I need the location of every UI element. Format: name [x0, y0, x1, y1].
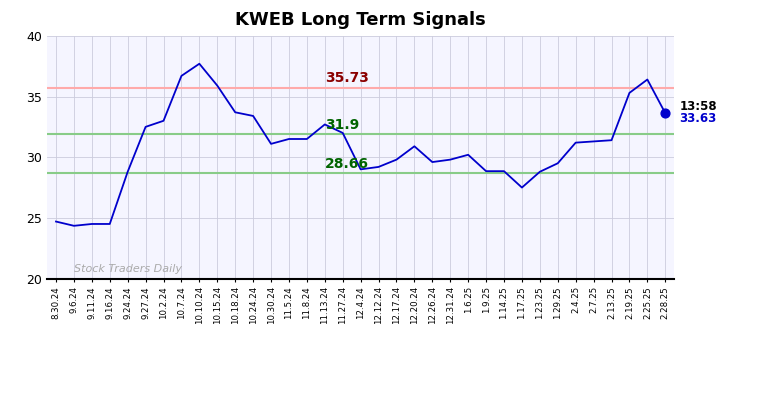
Title: KWEB Long Term Signals: KWEB Long Term Signals — [235, 11, 486, 29]
Text: 35.73: 35.73 — [325, 70, 368, 85]
Text: 13:58: 13:58 — [680, 100, 717, 113]
Text: 31.9: 31.9 — [325, 118, 359, 132]
Text: 28.66: 28.66 — [325, 157, 368, 171]
Text: 33.63: 33.63 — [680, 112, 717, 125]
Text: Stock Traders Daily: Stock Traders Daily — [74, 264, 182, 274]
Point — [659, 110, 672, 116]
